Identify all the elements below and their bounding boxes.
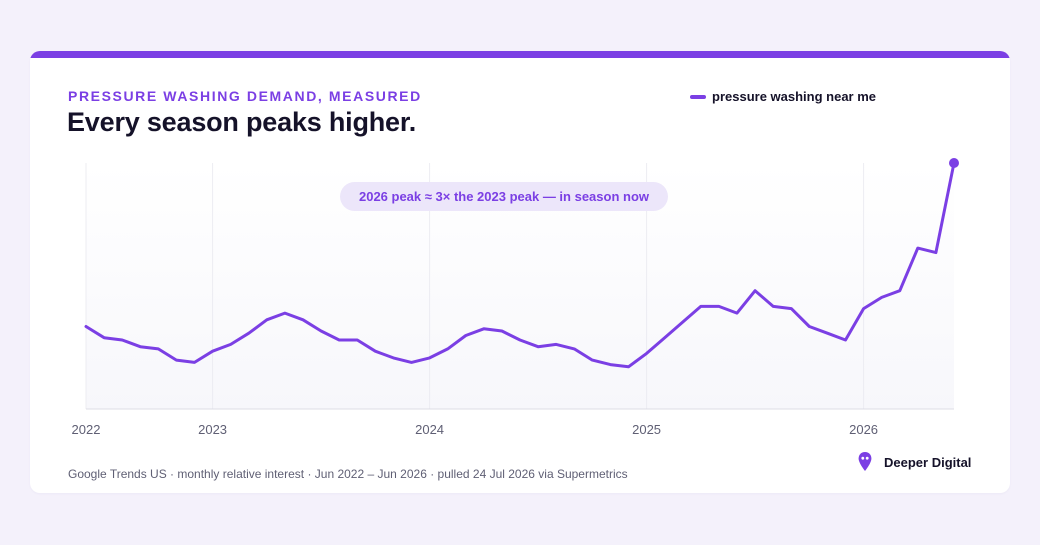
legend-label: pressure washing near me xyxy=(712,89,877,104)
line-chart: 2022 2023 2024 2025 2026 2026 peak ≈ 3× the … xyxy=(72,158,959,437)
last-point-marker xyxy=(949,158,959,168)
accent-bar xyxy=(30,51,1010,58)
series-line-pressure-washing-near-me xyxy=(84,161,956,369)
annotation-text: 2026 peak ≈ 3× the 2023 peak — in season… xyxy=(359,189,650,204)
chart-title: Every season peaks higher. xyxy=(67,107,416,137)
map-pin-logo-icon xyxy=(858,452,872,471)
chart-card: PRESSURE WASHING DEMAND, MEASURED Every … xyxy=(30,51,1010,493)
legend: pressure washing near me xyxy=(690,89,876,104)
legend-swatch xyxy=(690,94,706,99)
brand: Deeper Digital xyxy=(858,452,971,472)
x-tick-label-2023: 2023 xyxy=(198,422,227,437)
annotation-background xyxy=(340,182,668,211)
x-tick-label-2024: 2024 xyxy=(415,422,444,437)
x-tick-label-2022: 2022 xyxy=(72,422,101,437)
x-tick-label-2026: 2026 xyxy=(849,422,878,437)
eyebrow-label: PRESSURE WASHING DEMAND, MEASURED xyxy=(68,88,422,104)
x-tick-label-2025: 2025 xyxy=(632,422,661,437)
source-note: Google Trends US · monthly relative inte… xyxy=(68,467,628,481)
annotation-pill: 2026 peak ≈ 3× the 2023 peak — in season… xyxy=(340,182,668,211)
brand-name: Deeper Digital xyxy=(884,454,972,470)
